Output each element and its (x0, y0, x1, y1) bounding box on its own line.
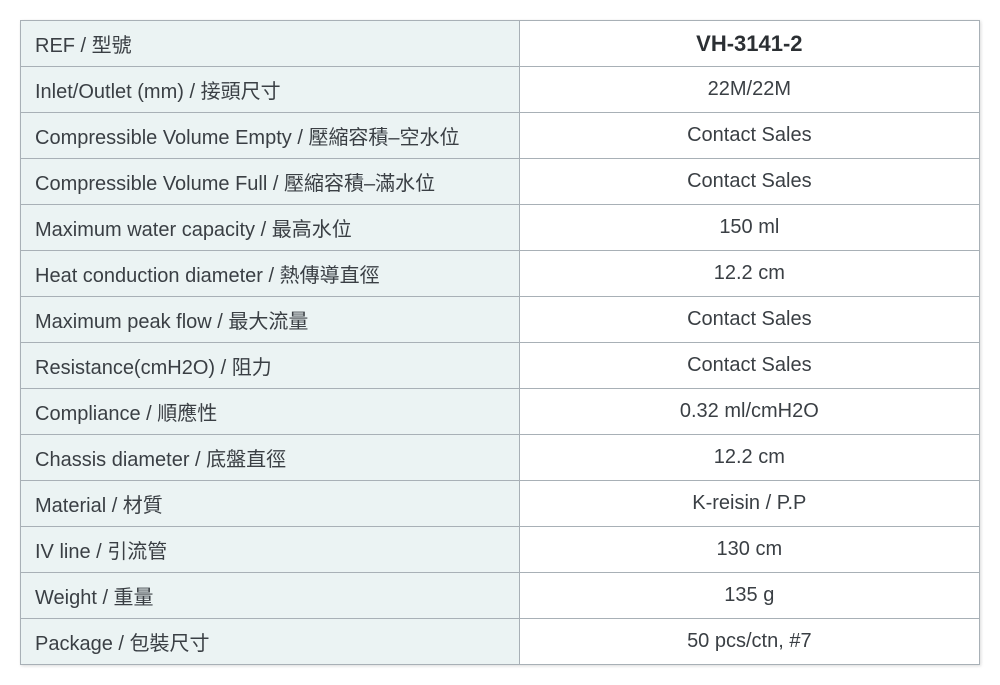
table-row: IV line / 引流管 130 cm (21, 527, 980, 573)
spec-label: REF / 型號 (21, 21, 520, 67)
spec-label: Package / 包裝尺寸 (21, 619, 520, 665)
spec-table-body: REF / 型號 VH-3141-2 Inlet/Outlet (mm) / 接… (21, 21, 980, 665)
spec-label: Chassis diameter / 底盤直徑 (21, 435, 520, 481)
spec-label: Maximum water capacity / 最高水位 (21, 205, 520, 251)
table-row: Compliance / 順應性 0.32 ml/cmH2O (21, 389, 980, 435)
spec-value: Contact Sales (519, 159, 979, 205)
spec-value: 50 pcs/ctn, #7 (519, 619, 979, 665)
table-row: Package / 包裝尺寸 50 pcs/ctn, #7 (21, 619, 980, 665)
spec-label: Weight / 重量 (21, 573, 520, 619)
spec-label: Inlet/Outlet (mm) / 接頭尺寸 (21, 67, 520, 113)
spec-value: 150 ml (519, 205, 979, 251)
table-row: Weight / 重量 135 g (21, 573, 980, 619)
spec-label: Maximum peak flow / 最大流量 (21, 297, 520, 343)
spec-value: 135 g (519, 573, 979, 619)
spec-value: K-reisin / P.P (519, 481, 979, 527)
spec-value: 130 cm (519, 527, 979, 573)
spec-value: 0.32 ml/cmH2O (519, 389, 979, 435)
table-row: Maximum peak flow / 最大流量 Contact Sales (21, 297, 980, 343)
spec-value: Contact Sales (519, 343, 979, 389)
table-row: Material / 材質 K-reisin / P.P (21, 481, 980, 527)
spec-label: Compressible Volume Full / 壓縮容積–滿水位 (21, 159, 520, 205)
spec-value: 12.2 cm (519, 251, 979, 297)
table-row: Compressible Volume Empty / 壓縮容積–空水位 Con… (21, 113, 980, 159)
spec-label: Compressible Volume Empty / 壓縮容積–空水位 (21, 113, 520, 159)
table-row: Inlet/Outlet (mm) / 接頭尺寸 22M/22M (21, 67, 980, 113)
spec-label: Compliance / 順應性 (21, 389, 520, 435)
spec-value: VH-3141-2 (519, 21, 979, 67)
spec-value: Contact Sales (519, 297, 979, 343)
spec-value: 22M/22M (519, 67, 979, 113)
spec-label: Material / 材質 (21, 481, 520, 527)
spec-value: Contact Sales (519, 113, 979, 159)
table-row: Resistance(cmH2O) / 阻力 Contact Sales (21, 343, 980, 389)
table-row: Compressible Volume Full / 壓縮容積–滿水位 Cont… (21, 159, 980, 205)
table-row: REF / 型號 VH-3141-2 (21, 21, 980, 67)
table-row: Chassis diameter / 底盤直徑 12.2 cm (21, 435, 980, 481)
spec-label: Resistance(cmH2O) / 阻力 (21, 343, 520, 389)
spec-label: IV line / 引流管 (21, 527, 520, 573)
spec-value: 12.2 cm (519, 435, 979, 481)
table-row: Heat conduction diameter / 熱傳導直徑 12.2 cm (21, 251, 980, 297)
spec-label: Heat conduction diameter / 熱傳導直徑 (21, 251, 520, 297)
spec-table: REF / 型號 VH-3141-2 Inlet/Outlet (mm) / 接… (20, 20, 980, 665)
table-row: Maximum water capacity / 最高水位 150 ml (21, 205, 980, 251)
